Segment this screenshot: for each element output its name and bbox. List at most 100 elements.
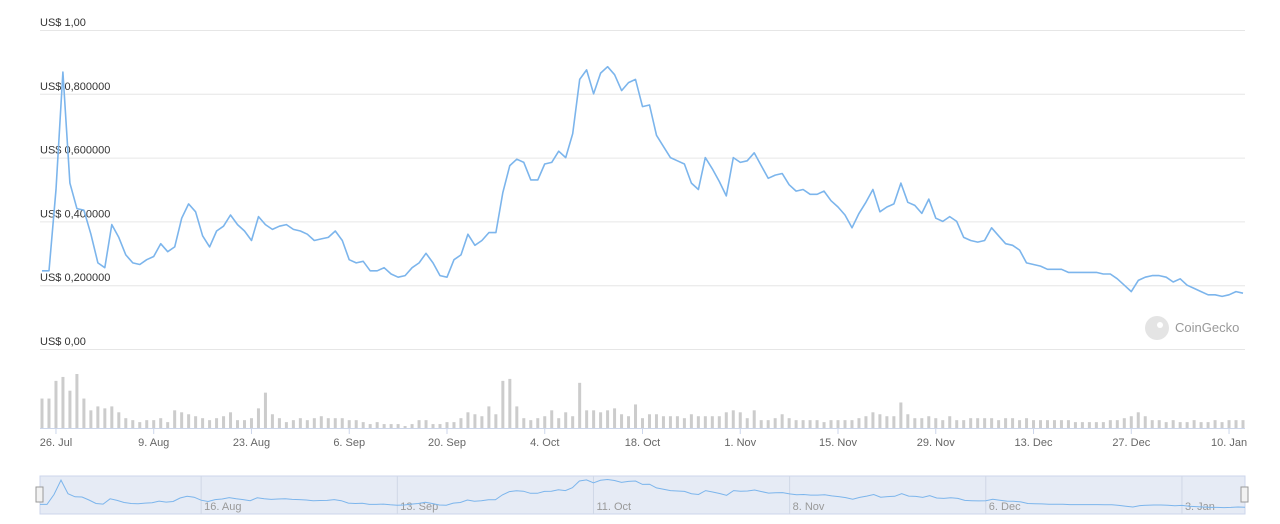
volume-bar: [396, 424, 400, 428]
volume-bar: [794, 420, 798, 428]
volume-bar: [997, 420, 1001, 428]
volume-bar: [180, 412, 184, 428]
volume-bar: [152, 420, 156, 428]
volume-bar: [138, 422, 142, 428]
volume-bar: [1143, 416, 1147, 428]
navigator-handle[interactable]: [1240, 486, 1249, 503]
volume-bar: [382, 424, 386, 428]
volume-bar: [431, 424, 435, 428]
volume-bar: [110, 406, 114, 428]
volume-bar: [675, 416, 679, 428]
volume-bar: [529, 420, 533, 428]
volume-bar: [843, 420, 847, 428]
volume-bar: [1192, 420, 1196, 428]
volume-bar: [710, 416, 714, 428]
volume-bar: [277, 418, 281, 428]
volume-bar: [1039, 420, 1043, 428]
volume-bar: [703, 416, 707, 428]
volume-bar: [1101, 422, 1105, 428]
y-tick-label: US$ 0,400000: [40, 208, 110, 220]
volume-bar: [578, 382, 582, 428]
navigator-tick-label: 11. Oct: [596, 501, 631, 513]
volume-bar: [668, 416, 672, 428]
volume-bar: [927, 416, 931, 428]
volume-bar: [892, 416, 896, 428]
volume-bar: [61, 376, 65, 428]
volume-bar: [75, 374, 79, 428]
volume-bar: [969, 418, 973, 428]
volume-bar: [983, 418, 987, 428]
volume-bar: [759, 420, 763, 428]
x-tick-label: 6. Sep: [333, 437, 365, 449]
x-tick-label: 29. Nov: [917, 437, 955, 449]
volume-bar: [689, 414, 693, 428]
volume-bar: [1199, 422, 1203, 428]
volume-bar: [1094, 422, 1098, 428]
volume-bar: [1018, 420, 1022, 428]
volume-bar: [738, 412, 742, 428]
volume-bar: [564, 412, 568, 428]
volume-bar: [68, 390, 72, 428]
volume-bar: [773, 418, 777, 428]
volume-bar: [1115, 420, 1119, 428]
volume-bar: [82, 398, 86, 428]
volume-bar: [187, 414, 191, 428]
volume-bar: [1032, 420, 1036, 428]
volume-bar: [613, 408, 617, 428]
volume-bar: [284, 422, 288, 428]
y-tick-label: US$ 0,800000: [40, 81, 110, 93]
volume-bar: [1025, 418, 1029, 428]
volume-bar: [536, 418, 540, 428]
volume-bar: [368, 424, 372, 428]
volume-bar: [1227, 420, 1231, 428]
volume-bar: [361, 422, 365, 428]
volume-bar: [829, 420, 833, 428]
volume-bar: [1178, 422, 1182, 428]
volume-bar: [1108, 420, 1112, 428]
x-tick-label: 20. Sep: [428, 437, 466, 449]
volume-bar: [424, 420, 428, 428]
volume-bar: [1150, 420, 1154, 428]
volume-bar: [438, 424, 442, 428]
volume-bar: [661, 416, 665, 428]
volume-bar: [145, 420, 149, 428]
volume-bar: [1059, 420, 1063, 428]
volume-bar: [606, 410, 610, 428]
navigator-line: [40, 478, 1246, 509]
volume-bar: [731, 410, 735, 428]
volume-bar: [641, 418, 644, 428]
volume-bar: [333, 418, 337, 428]
volume-bar: [1122, 418, 1126, 428]
volume-bar: [592, 410, 596, 428]
volume-bar: [40, 398, 44, 428]
volume-bar: [117, 412, 121, 428]
volume-bar: [941, 420, 945, 428]
volume-bar: [1241, 420, 1245, 428]
volume-bar: [466, 412, 470, 428]
y-tick-label: US$ 0,600000: [40, 145, 110, 157]
volume-bar: [403, 426, 407, 428]
volume-bar: [571, 416, 575, 428]
navigator-tick-label: 13. Sep: [400, 501, 438, 513]
volume-bar: [459, 418, 463, 428]
volume-bar: [1129, 416, 1133, 428]
volume-bar: [249, 418, 253, 428]
volume-bar: [354, 420, 358, 428]
x-tick-label: 13. Dec: [1015, 437, 1053, 449]
volume-bar: [752, 410, 756, 428]
volume-bar: [871, 412, 875, 428]
volume-bar: [54, 380, 58, 428]
volume-bar: [948, 416, 952, 428]
navigator-handle[interactable]: [35, 486, 44, 503]
volume-bar: [1220, 422, 1224, 428]
x-tick-label: 18. Oct: [625, 437, 660, 449]
volume-bar: [47, 398, 51, 428]
volume-bar: [194, 416, 198, 428]
volume-bar: [1080, 422, 1084, 428]
x-tick-label: 15. Nov: [819, 437, 857, 449]
volume-bar: [724, 412, 728, 428]
volume-bar: [487, 406, 491, 428]
volume-bar: [173, 410, 177, 428]
volume-bar: [326, 418, 330, 428]
